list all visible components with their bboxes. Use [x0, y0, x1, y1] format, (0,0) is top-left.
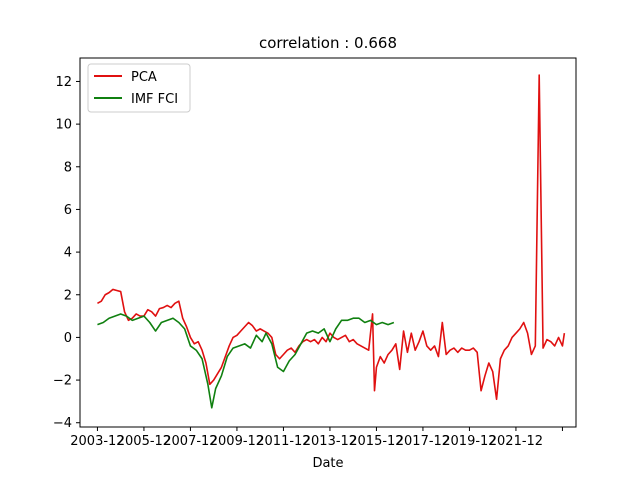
- x-tick-label: 2009-12: [210, 434, 264, 449]
- y-tick-label: 12: [55, 75, 72, 90]
- x-tick-label: 2021-12: [489, 434, 543, 449]
- x-axis-label: Date: [312, 456, 343, 471]
- y-tick-label: 0: [64, 331, 72, 346]
- legend-label-imf-fci: IMF FCI: [131, 92, 178, 107]
- series-line-imf-fci: [97, 313, 395, 409]
- y-axis: −4 −2 0 2 4 6 8 10 12: [53, 75, 80, 431]
- y-tick-label: 6: [64, 203, 72, 218]
- x-tick-label: 2011-12: [256, 434, 310, 449]
- x-tick-label: 2005-12: [117, 434, 171, 449]
- x-tick-label: 2007-12: [163, 434, 217, 449]
- y-tick-label: 10: [55, 118, 72, 133]
- y-tick-label: 8: [64, 160, 72, 175]
- y-tick-label: 2: [64, 288, 72, 303]
- chart-title: correlation : 0.668: [259, 34, 397, 52]
- y-tick-label: −2: [53, 374, 72, 389]
- x-tick-label: 2013-12: [303, 434, 357, 449]
- legend: PCA IMF FCI: [87, 63, 191, 113]
- x-tick-label: 2017-12: [396, 434, 450, 449]
- y-tick-label: −4: [53, 416, 72, 431]
- x-tick-label: 2019-12: [442, 434, 496, 449]
- x-axis: 2003-122005-122007-122009-122011-122013-…: [70, 427, 563, 449]
- plot-frame: [79, 57, 577, 428]
- y-tick-label: 4: [64, 246, 72, 261]
- x-tick-label: 2015-12: [349, 434, 403, 449]
- legend-label-pca: PCA: [131, 70, 157, 85]
- series-line-pca: [97, 74, 566, 401]
- x-tick-label: 2003-12: [70, 434, 124, 449]
- plot-content: [97, 74, 566, 409]
